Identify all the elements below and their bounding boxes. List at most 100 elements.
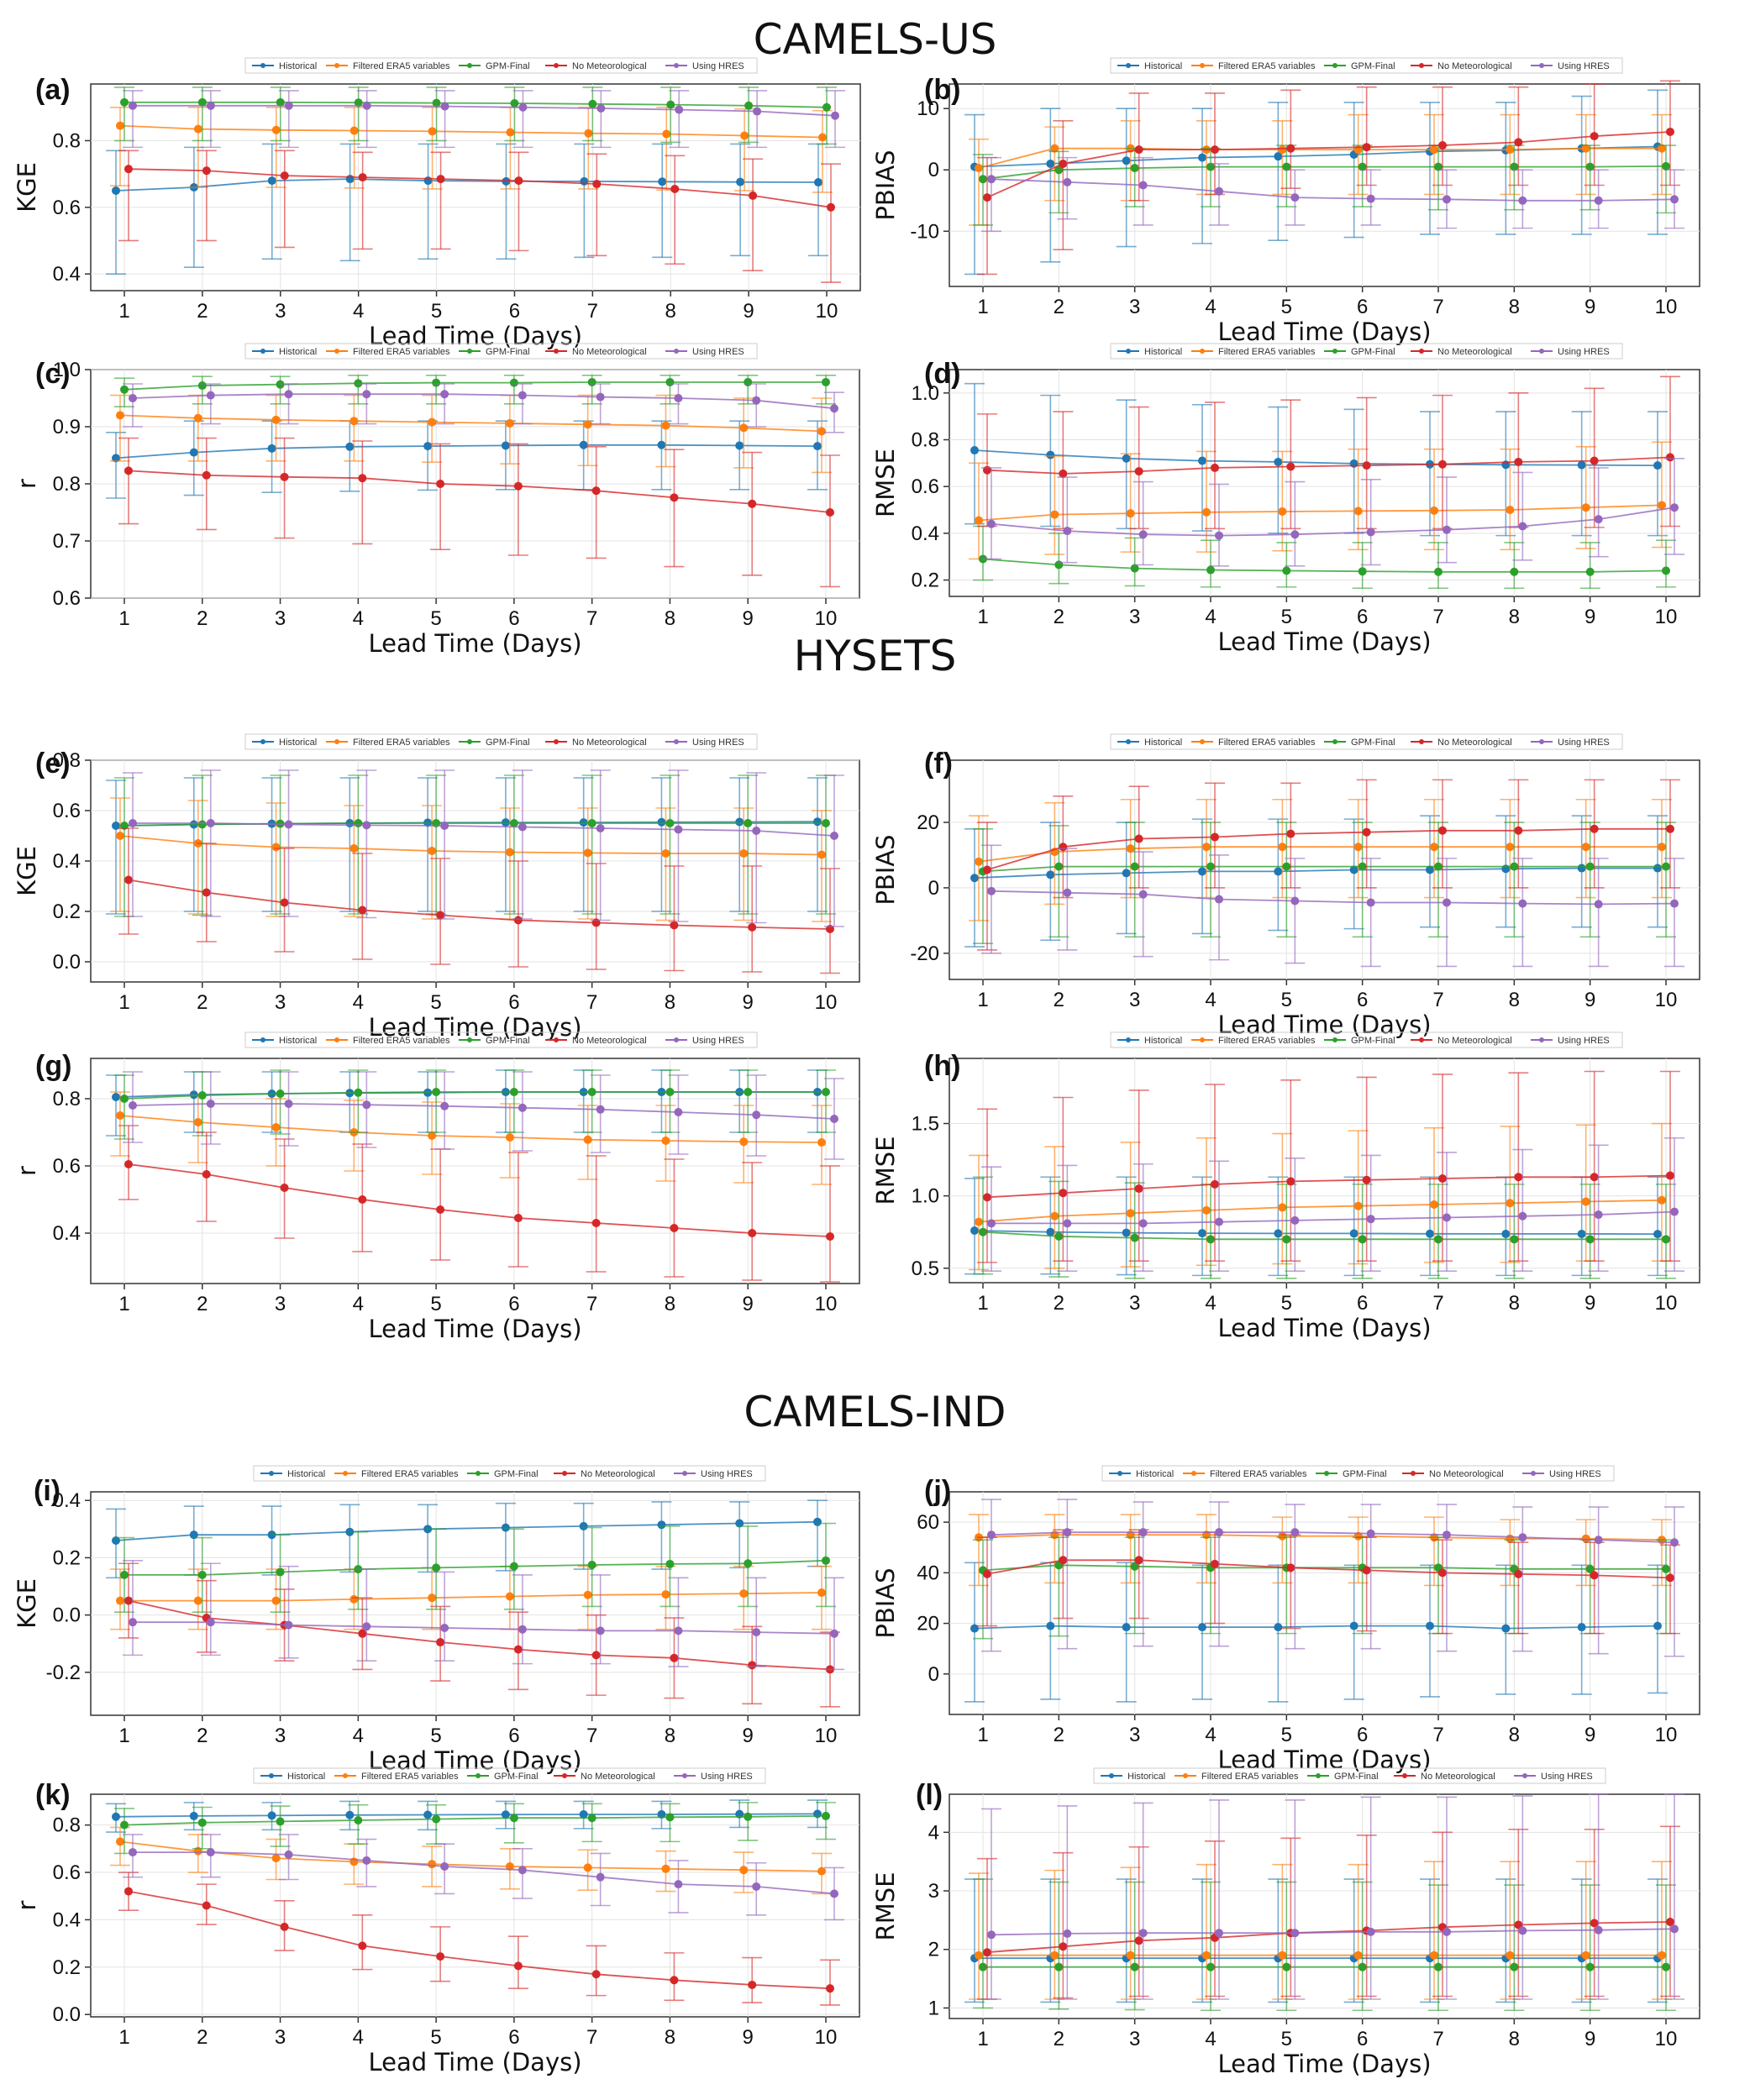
x-tick-label: 7: [587, 300, 598, 323]
chart-panel-11: 1 2 3 4 1 2 3 4 5 6 7 8 9 10 Lead Time (Days) RMSE (l) Hi…: [871, 1767, 1700, 2078]
data-point: [193, 1596, 202, 1605]
data-point: [509, 819, 518, 827]
chart-panel-4: 0.0 0.2 0.4 0.6 0.8 1 2 3 4 5 6 7 8 9 10 Lead Time (Day…: [13, 733, 860, 1042]
data-point: [1198, 153, 1206, 162]
legend-marker: [334, 63, 339, 68]
x-tick-label: 10: [1655, 1724, 1678, 1746]
data-point: [1366, 898, 1375, 907]
series-line: [115, 1813, 818, 1818]
series-line: [991, 1531, 1675, 1544]
data-point: [284, 1620, 293, 1630]
data-point: [428, 1593, 437, 1603]
y-tick-label: 0.4: [53, 263, 81, 286]
x-tick-label: 5: [430, 2026, 441, 2049]
data-point: [675, 105, 684, 114]
legend-label: Historical: [279, 738, 317, 748]
data-point: [1434, 567, 1443, 576]
data-point: [1353, 1201, 1363, 1210]
data-point: [124, 875, 133, 885]
data-point: [583, 420, 592, 429]
data-point: [280, 898, 289, 907]
x-tick-label: 7: [586, 991, 597, 1014]
data-point: [1046, 1227, 1055, 1236]
data-point: [979, 175, 987, 184]
y-axis-label: PBIAS: [871, 834, 900, 905]
x-tick-label: 9: [1584, 296, 1595, 318]
y-tick-label: 0.8: [53, 129, 81, 152]
panel-label: (l): [916, 1779, 943, 1811]
data-point: [1138, 530, 1148, 539]
data-point: [817, 1138, 826, 1147]
y-tick-label: 0.6: [53, 587, 81, 610]
data-point: [513, 481, 523, 491]
data-point: [1122, 156, 1131, 165]
legend-label: Using HRES: [701, 1772, 753, 1782]
data-point: [1594, 515, 1603, 524]
x-tick-label: 2: [197, 300, 208, 323]
data-point: [583, 1863, 592, 1872]
data-point: [665, 1088, 675, 1096]
data-point: [596, 1872, 605, 1882]
legend-label: Filtered ERA5 variables: [1201, 1772, 1299, 1782]
data-point: [970, 1624, 979, 1633]
legend-marker: [343, 1471, 348, 1476]
chart-panel-2: 0.6 0.7 0.8 0.9 1.0 1 2 3 4 5 6 7 8 9 10 Lead Time (Day…: [13, 343, 860, 658]
data-point: [670, 1976, 679, 1985]
data-point: [129, 101, 137, 110]
x-tick-label: 6: [508, 607, 519, 630]
x-tick-label: 5: [1281, 606, 1292, 628]
data-point: [661, 849, 670, 858]
data-point: [362, 1622, 371, 1631]
x-tick-label: 8: [665, 1725, 675, 1747]
x-axis-label: Lead Time (Days): [1217, 627, 1431, 656]
legend-marker: [1117, 1471, 1122, 1476]
series-line: [133, 104, 836, 117]
legend-marker: [334, 739, 339, 744]
data-point: [436, 1205, 445, 1214]
data-point: [197, 1091, 207, 1100]
x-tick-label: 10: [1655, 989, 1678, 1011]
data-point: [271, 1854, 281, 1863]
data-point: [1126, 509, 1135, 518]
data-point: [129, 1101, 137, 1110]
data-point: [501, 1523, 510, 1532]
data-point: [1059, 1556, 1068, 1565]
data-point: [116, 411, 124, 420]
legend-label: GPM-Final: [1334, 1772, 1379, 1782]
data-point: [1514, 1173, 1523, 1182]
y-tick-label: 0.6: [912, 475, 939, 498]
data-point: [349, 1594, 359, 1604]
data-point: [987, 1930, 996, 1940]
data-point: [748, 1661, 757, 1670]
series-line: [133, 1621, 835, 1635]
data-point: [1577, 460, 1586, 470]
chart-panel-0: 0.4 0.6 0.8 1 2 3 4 5 6 7 8 9 10 Lead Time (Days) KGE (…: [13, 57, 861, 350]
data-point: [501, 441, 510, 450]
data-point: [1662, 1962, 1670, 1971]
legend-label: GPM-Final: [486, 347, 530, 357]
y-tick-label: 1.0: [53, 359, 81, 381]
data-point: [739, 849, 749, 858]
data-point: [657, 1809, 666, 1819]
data-point: [983, 1193, 991, 1202]
panel-label: (d): [924, 358, 960, 390]
data-point: [1282, 1962, 1291, 1971]
data-point: [358, 474, 367, 483]
y-tick-label: 0.2: [53, 900, 81, 923]
y-axis-label: r: [13, 1166, 41, 1176]
data-point: [1134, 1936, 1143, 1945]
data-point: [736, 177, 745, 186]
x-tick-label: 3: [1129, 606, 1140, 628]
data-point: [1290, 1528, 1300, 1537]
data-point: [518, 391, 527, 400]
data-point: [1670, 503, 1679, 512]
y-tick-label: 0.5: [912, 1257, 939, 1280]
data-point: [1046, 159, 1055, 168]
data-point: [1286, 829, 1295, 838]
data-point: [591, 486, 601, 496]
data-point: [744, 101, 754, 110]
data-point: [735, 817, 744, 827]
y-tick-label: 0.6: [53, 1861, 81, 1884]
series-line: [132, 1103, 835, 1120]
data-point: [987, 519, 996, 528]
